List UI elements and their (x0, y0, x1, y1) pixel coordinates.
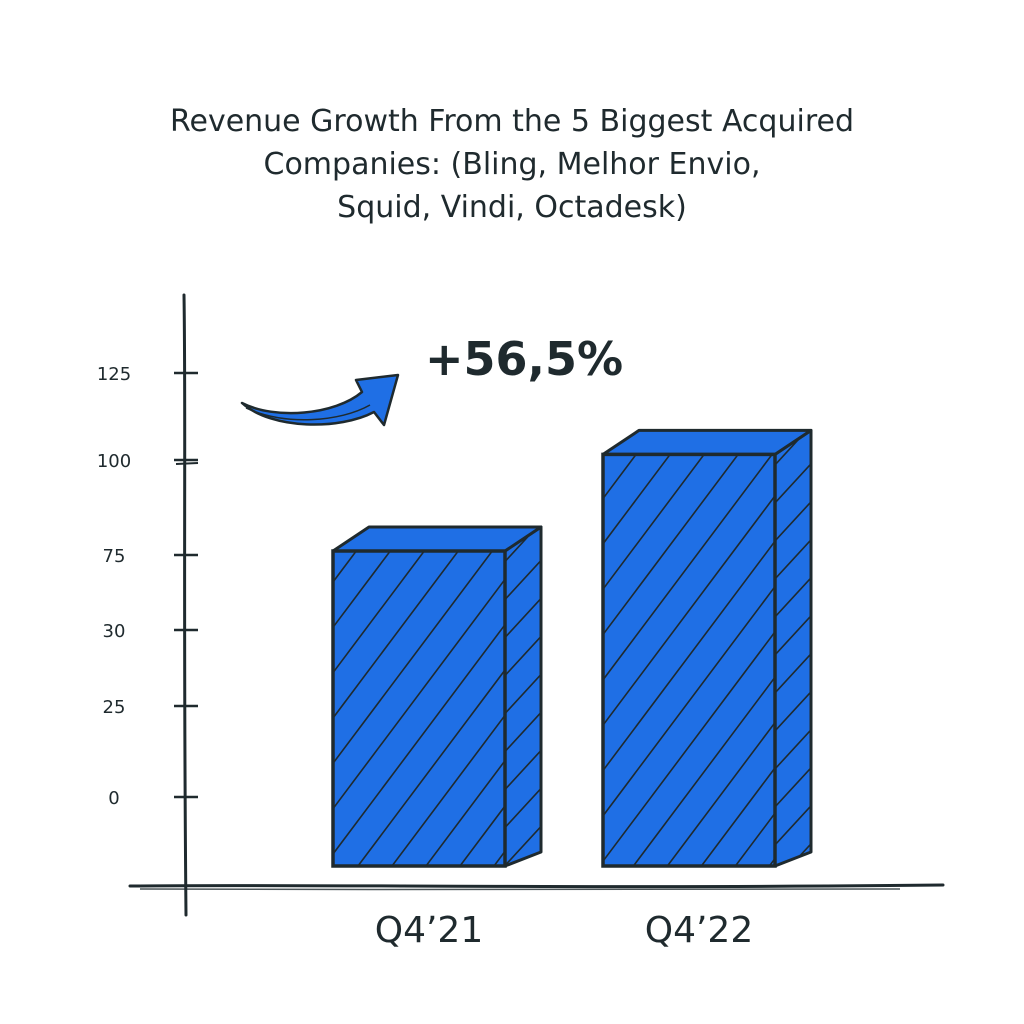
bar-hatching (603, 454, 775, 866)
bar-top-face (331, 525, 543, 553)
bar (331, 525, 543, 868)
chart-title: Revenue Growth From the 5 Biggest Acquir… (62, 100, 962, 229)
x-category-label: Q4’22 (645, 910, 754, 951)
y-tick-label: 30 (103, 621, 126, 642)
bar-front-face (601, 452, 777, 868)
y-tick-mark (175, 462, 199, 465)
bar-top-face (601, 428, 813, 456)
y-axis (182, 293, 188, 917)
x-category-label: Q4’21 (375, 910, 484, 951)
chart-title-line-3: Squid, Vindi, Octadesk) (337, 190, 687, 225)
chart-title-line-1: Revenue Growth From the 5 Biggest Acquir… (169, 104, 854, 139)
bar-side-face (503, 525, 543, 868)
x-axis (128, 883, 945, 889)
y-tick-label: 100 (97, 451, 131, 472)
y-tick-label: 25 (103, 697, 126, 718)
bar-side-hatching (505, 527, 541, 866)
y-tick-label: 75 (103, 546, 126, 567)
bar-hatching (333, 551, 505, 866)
growth-annotation: +56,5% (425, 332, 623, 386)
growth-arrow-icon (240, 373, 400, 427)
y-tick-label: 0 (108, 788, 119, 809)
bar (601, 428, 813, 868)
y-tick-label: 125 (97, 364, 131, 385)
chart-title-line-2: Companies: (Bling, Melhor Envio, (263, 147, 761, 182)
